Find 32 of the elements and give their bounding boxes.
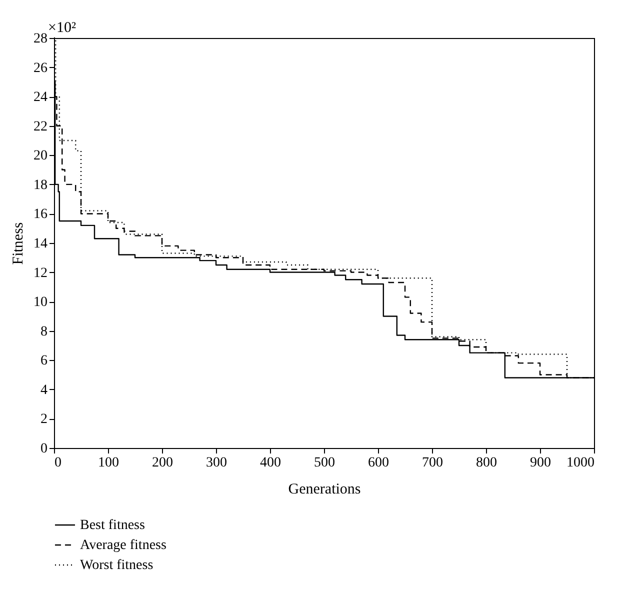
legend-label: Worst fitness: [80, 558, 154, 573]
y-tick-label: 18: [34, 178, 48, 193]
x-tick-label: 400: [260, 456, 281, 470]
y-tick-label: 4: [40, 382, 48, 398]
y-tick-label: 20: [34, 148, 48, 164]
x-tick-label: 500: [314, 456, 335, 470]
x-tick-label: 100: [98, 456, 119, 470]
x-tick-label: 900: [530, 456, 551, 470]
y-tick-label: 12: [34, 266, 48, 281]
y-tick-label: 26: [34, 60, 48, 76]
y-tick-label: 10: [34, 295, 48, 310]
y-tick-label: 24: [34, 90, 48, 106]
y-tick-label: 28: [34, 32, 48, 46]
text: ×10²: [48, 20, 76, 36]
x-tick-label: 700: [422, 456, 443, 470]
x-axis-title: Generations: [288, 482, 361, 498]
y-tick-label: 14: [34, 236, 48, 252]
y-tick-label: 8: [40, 324, 48, 340]
x-tick-label: 800: [476, 456, 497, 470]
x-tick-label: 300: [206, 456, 227, 470]
y-tick-label: 6: [40, 354, 48, 369]
x-tick-label: 1000: [566, 456, 594, 470]
y-tick-label: 2: [40, 412, 48, 428]
x-tick-label: 600: [368, 456, 389, 470]
y-tick-label: 16: [34, 207, 48, 222]
legend-label: Average fitness: [80, 538, 166, 553]
x-tick-label: 200: [152, 456, 173, 470]
legend-label: Best fitness: [80, 518, 145, 533]
y-tick-label: 22: [34, 119, 48, 134]
y-tick-label: 0: [40, 442, 48, 456]
y-axis-title: Fitness: [10, 222, 26, 265]
x-tick-label: 0: [54, 456, 62, 470]
